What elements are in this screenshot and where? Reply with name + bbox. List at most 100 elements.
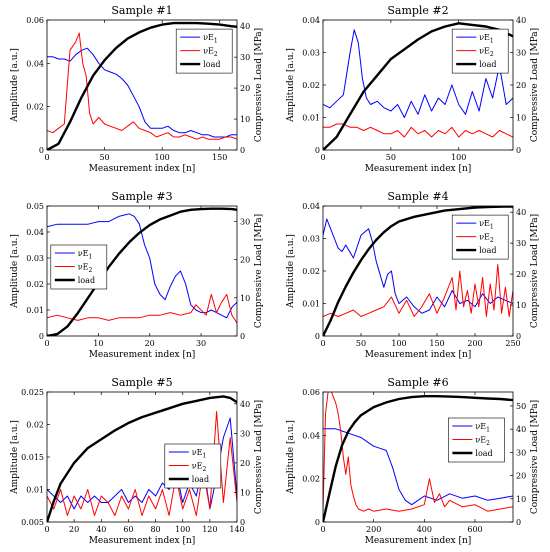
x-tick-label: 50 <box>386 153 396 162</box>
legend-label-subscript: 1 <box>490 38 494 45</box>
legend-label-subscript: 1 <box>490 224 494 231</box>
x-tick-label: 0 <box>320 339 325 348</box>
y-tick-label: 0.04 <box>26 59 44 68</box>
chart-panel: Sample #2 0 50 100 0 0.01 0.02 0.03 0.04 0 10 20 30 4… <box>286 4 540 174</box>
x-tick-label: 60 <box>123 525 133 534</box>
y-tick-label: 0.02 <box>302 475 320 484</box>
x-tick-label: 120 <box>202 525 217 534</box>
y2-tick-label: 10 <box>240 294 250 303</box>
y-tick-label: 0.03 <box>26 254 44 263</box>
y2-tick-label: 0 <box>240 332 245 341</box>
x-tick-label: 100 <box>391 339 406 348</box>
y2-tick-label: 20 <box>240 459 250 468</box>
y2-axis-label: Compressive Load [MPa] <box>254 400 264 514</box>
x-axis-label: Measurement index [n] <box>365 164 472 174</box>
chart-panel: Sample #50 20 40 60 80 100 120 1400.0050.010.01… <box>10 376 264 546</box>
y-axis-label: Amplitude [a.u.] <box>10 420 20 495</box>
x-tick-label: 200 <box>467 339 482 348</box>
y-tick-label: 0.02 <box>26 421 44 430</box>
y2-axis-label: Compressive Load [MPa] <box>530 400 540 514</box>
plot-area <box>323 22 513 150</box>
legend-label: load <box>192 475 209 484</box>
y-tick-label: 0.06 <box>26 16 44 25</box>
y-axis-label: Amplitude [a.u.] <box>10 48 20 123</box>
plot-area <box>47 21 237 150</box>
y2-tick-label: 50 <box>516 402 526 411</box>
y-tick-label: 0.025 <box>21 388 44 397</box>
y-tick-label: 0.04 <box>302 431 320 440</box>
y-tick-label: 0 <box>39 146 44 155</box>
series-line-nu-e2 <box>47 32 237 140</box>
x-tick-label: 0 <box>44 339 49 348</box>
x-axis-label: Measurement index [n] <box>89 164 196 174</box>
x-tick-label: 400 <box>417 525 432 534</box>
chart-panel: Sample #1 0 50 100 150 0 0.02 0.04 0.06 0 10 20 30 40… <box>10 4 264 174</box>
series-line-load <box>47 21 237 150</box>
y2-tick-label: 10 <box>516 301 526 310</box>
y-tick-label: 0.01 <box>302 114 320 123</box>
y-tick-label: 0.01 <box>26 486 44 495</box>
x-tick-label: 0 <box>320 525 325 534</box>
y2-tick-label: 40 <box>240 400 250 409</box>
legend-label-base: νE <box>203 47 214 56</box>
series-line-nu-e1 <box>47 47 237 138</box>
y-tick-label: 0 <box>39 332 44 341</box>
x-tick-label: 80 <box>150 525 160 534</box>
y-axis-label: Amplitude [a.u.] <box>286 420 296 495</box>
legend-label: νE2 <box>192 462 207 474</box>
legend-label: load <box>78 276 95 285</box>
legend-label: νE1 <box>78 249 93 261</box>
plot-frame <box>322 391 514 523</box>
y2-tick-label: 0 <box>516 518 521 527</box>
series-line-load <box>323 22 513 150</box>
x-tick-label: 0 <box>44 153 49 162</box>
chart-panel: Sample #40 50 100 150 200 25000.010.020.030.0… <box>286 190 540 360</box>
y-tick-label: 0.005 <box>21 518 44 527</box>
y-tick-label: 0.03 <box>302 235 320 244</box>
y2-tick-label: 20 <box>516 81 526 90</box>
series-line-load <box>323 395 513 522</box>
legend-label: νE1 <box>192 448 207 460</box>
series-line-load <box>47 207 237 336</box>
y-tick-label: 0.05 <box>26 202 44 211</box>
series-line-nu-e2 <box>323 123 513 138</box>
y-tick-label: 0.02 <box>302 81 320 90</box>
chart-panel: Sample #3 0 10 20 30 0 0.01 0.02 0.03 0.04 0.05 0 10… <box>10 190 264 360</box>
x-tick-label: 10 <box>93 339 103 348</box>
series-line-nu-e2 <box>323 392 513 512</box>
y-tick-label: 0.04 <box>302 202 320 211</box>
legend-label-subscript: 2 <box>203 466 207 473</box>
legend-label: νE1 <box>475 422 490 434</box>
y-tick-label: 0.015 <box>21 453 44 462</box>
y2-tick-label: 0 <box>240 518 245 527</box>
legend-label-base: νE <box>78 249 89 258</box>
y2-tick-label: 40 <box>516 208 526 217</box>
legend-label-subscript: 2 <box>214 51 218 58</box>
y2-axis-label: Compressive Load [MPa] <box>254 28 264 142</box>
y-tick-label: 0 <box>315 146 320 155</box>
chart-panel: Sample #6 0 200 400 600 0 0.02 0.04 0.06 0 10 20 30 4… <box>286 376 540 546</box>
legend-label-base: νE <box>475 436 486 445</box>
y-tick-label: 0.04 <box>302 16 320 25</box>
x-tick-label: 0 <box>320 153 325 162</box>
legend-label: load <box>203 60 220 69</box>
legend-label: νE1 <box>479 219 494 231</box>
y2-tick-label: 0 <box>516 146 521 155</box>
y2-tick-label: 20 <box>240 256 250 265</box>
y-tick-label: 0 <box>315 518 320 527</box>
legend-label: νE2 <box>203 47 218 59</box>
x-axis-label: Measurement index [n] <box>365 350 472 360</box>
legend-label: νE2 <box>475 436 490 448</box>
x-axis-label: Measurement index [n] <box>89 536 196 546</box>
legend-label-subscript: 2 <box>89 267 93 274</box>
x-tick-label: 200 <box>366 525 381 534</box>
plot-frame <box>46 205 238 337</box>
x-tick-label: 50 <box>99 153 109 162</box>
y-tick-label: 0.03 <box>302 49 320 58</box>
y2-tick-label: 0 <box>240 146 245 155</box>
y2-tick-label: 10 <box>240 115 250 124</box>
legend-label-subscript: 2 <box>490 51 494 58</box>
